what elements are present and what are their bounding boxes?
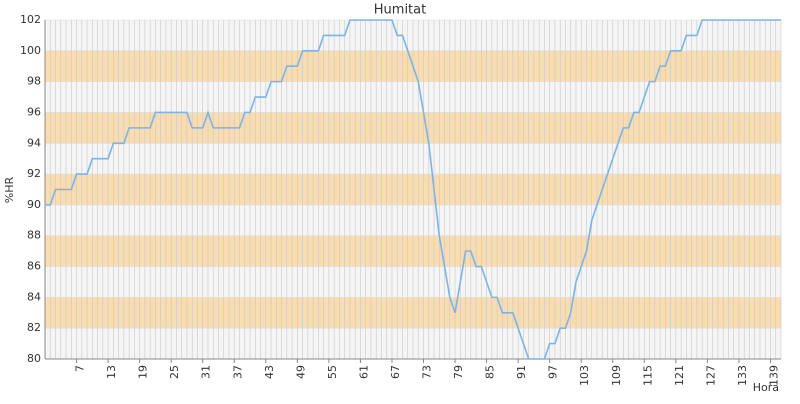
x-tick-label: 79 (452, 365, 465, 379)
x-tick-label: 91 (515, 365, 528, 379)
x-tick-label: 133 (736, 365, 749, 386)
y-tick-label: 94 (27, 136, 41, 149)
y-tick-label: 86 (27, 260, 41, 273)
x-tick-label: 103 (578, 365, 591, 386)
x-tick-label: 25 (168, 365, 181, 379)
x-tick-label: 73 (421, 365, 434, 379)
x-tick-label: 49 (294, 365, 307, 379)
x-tick-label: 67 (389, 365, 402, 379)
data-line (45, 19, 781, 360)
y-tick-label: 90 (27, 198, 41, 211)
y-tick-label: 102 (20, 13, 41, 26)
x-tick-label: 31 (200, 365, 213, 379)
x-tick-label: 109 (610, 365, 623, 386)
y-tick-label: 96 (27, 105, 41, 118)
y-tick-label: 100 (20, 44, 41, 57)
x-tick-label: 127 (704, 365, 717, 386)
x-tick-label: 43 (263, 365, 276, 379)
x-tick-label: 97 (547, 365, 560, 379)
chart-title: Humitat (374, 3, 426, 18)
y-tick-label: 98 (27, 75, 41, 88)
y-tick-label: 84 (27, 290, 41, 303)
y-axis-label: %HR (3, 176, 16, 203)
y-tick-label: 80 (27, 352, 41, 365)
x-axis-label: Hora (753, 381, 779, 394)
x-tick-label: 85 (484, 365, 497, 379)
y-tick-label: 92 (27, 167, 41, 180)
x-tick-label: 7 (74, 365, 87, 372)
y-tick-label: 82 (27, 321, 41, 334)
x-tick-label: 115 (641, 365, 654, 386)
x-tick-label: 55 (326, 365, 339, 379)
x-tick-label: 139 (767, 365, 780, 386)
x-tick-label: 19 (137, 365, 150, 379)
x-tick-label: 121 (673, 365, 686, 386)
y-tick-label: 88 (27, 229, 41, 242)
x-tick-label: 61 (357, 365, 370, 379)
x-tick-label: 13 (105, 365, 118, 379)
x-tick-label: 37 (231, 365, 244, 379)
